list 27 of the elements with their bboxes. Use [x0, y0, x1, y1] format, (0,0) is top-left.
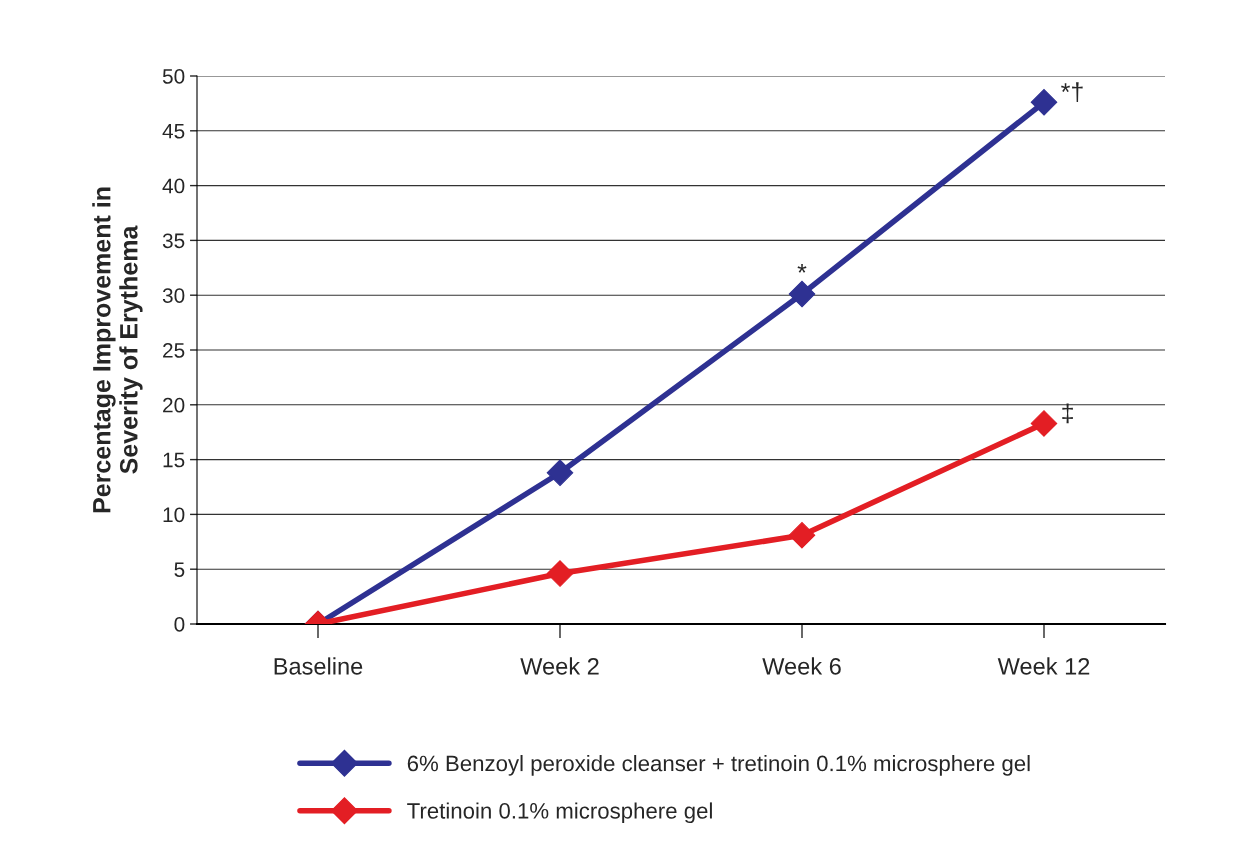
- point: [546, 560, 574, 587]
- legend-label: Tretinoin 0.1% microsphere gel: [407, 802, 712, 824]
- x-tick-label: Week 12: [997, 657, 1090, 675]
- x-tick-label: Baseline: [274, 657, 363, 675]
- y-tick-label: 30: [162, 288, 185, 303]
- point: [788, 521, 816, 549]
- point: [788, 280, 816, 308]
- y-tick-label: 50: [162, 69, 185, 84]
- x-tick-label: Week 2: [520, 657, 599, 675]
- annotation: *†: [1061, 82, 1083, 103]
- y-tick-label: 20: [163, 397, 185, 413]
- annotation: ‡: [1062, 403, 1073, 424]
- y-tick-label: 15: [163, 452, 185, 468]
- y-tick-label: 40: [162, 178, 185, 194]
- point: [1030, 410, 1058, 437]
- y-tick-label: 35: [162, 233, 185, 249]
- point: [1030, 89, 1058, 116]
- annotation: *: [797, 263, 807, 273]
- y-tick-label: 45: [162, 124, 185, 139]
- x-tick-label: Week 6: [762, 657, 841, 675]
- y-tick-label: 10: [163, 507, 185, 523]
- y-tick-label: 5: [174, 562, 185, 577]
- point: [546, 459, 574, 487]
- y-tick-label: 25: [163, 343, 185, 358]
- legend-label: 6% Benzoyl peroxide cleanser + tretinoin 0.1% microsphere gel: [407, 755, 1030, 776]
- y-tick-label: 0: [174, 617, 185, 632]
- y-axis-title: Percentage Improvement in Severity of Erythema: [92, 187, 143, 513]
